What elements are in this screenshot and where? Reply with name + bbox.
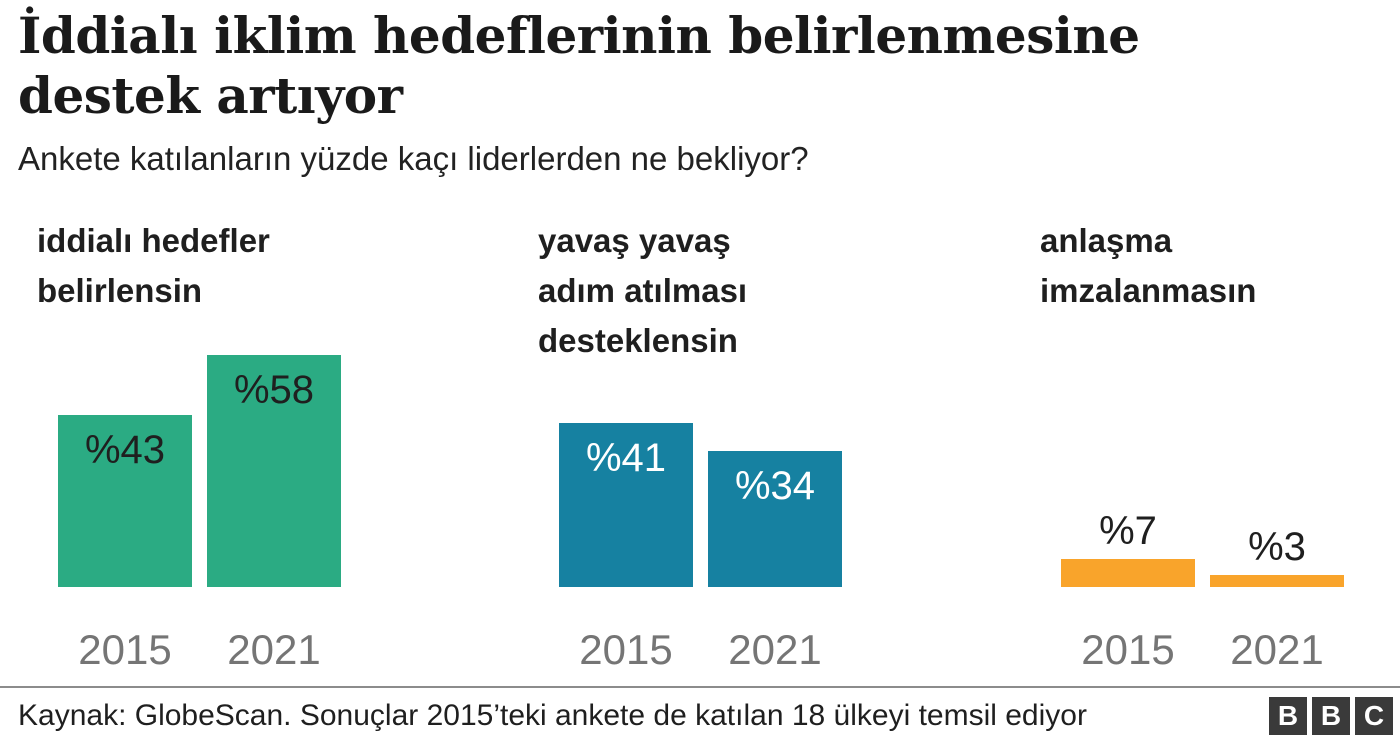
x-axis-label-2015: 2015 <box>579 626 673 673</box>
x-axis-label-2021: 2021 <box>227 626 321 673</box>
bar-2015: %41 <box>559 423 693 587</box>
bar-cell: %34 <box>708 451 842 587</box>
group-label: anlaşma imzalanmasın <box>1040 216 1400 316</box>
chart-title: İddialı iklim hedeflerinin belirlenmesin… <box>18 6 1140 126</box>
group-label-line: belirlensin <box>37 272 203 309</box>
bar-value-label: %58 <box>233 368 315 412</box>
bbc-logo: B B C <box>1269 697 1393 735</box>
group-label-line: yavaş yavaş <box>538 222 731 259</box>
x-axis-label-2015: 2015 <box>78 626 172 673</box>
group-label-line: adım atılması <box>538 272 748 309</box>
bars-row: %7 %3 <box>1061 508 1344 587</box>
footer-divider <box>0 686 1400 688</box>
group-label: iddialı hedefler belirlensin <box>37 216 507 316</box>
bbc-logo-letter-c: C <box>1355 697 1393 735</box>
group-label-line: anlaşma <box>1040 222 1173 259</box>
bar-2015: %43 <box>58 415 192 587</box>
bar-cell: %41 <box>559 423 693 587</box>
bars-row: %41 %34 <box>559 423 842 587</box>
x-axis-labels: 2015 2021 <box>1061 627 1344 673</box>
bar-value-label: %43 <box>84 428 166 472</box>
bar-cell: %58 <box>207 355 341 587</box>
chart-title-line2: destek artıyor <box>18 66 403 125</box>
bbc-logo-letter-b1: B <box>1269 697 1307 735</box>
x-axis-labels: 2015 2021 <box>58 627 341 673</box>
bar-2021: %34 <box>708 451 842 587</box>
bar-2021: %58 <box>207 355 341 587</box>
x-axis-labels: 2015 2021 <box>559 627 842 673</box>
bar-value-label: %41 <box>585 436 667 480</box>
chart-title-line1: İddialı iklim hedeflerinin belirlenmesin… <box>18 6 1140 65</box>
bar-group-no-agreement: anlaşma imzalanmasın %7 %3 2015 2021 <box>1040 216 1400 743</box>
group-label-line: iddialı hedefler <box>37 222 270 259</box>
group-label: yavaş yavaş adım atılması desteklensin <box>538 216 1008 366</box>
group-label-line: desteklensin <box>538 322 738 359</box>
chart-subtitle: Ankete katılanların yüzde kaçı liderlerd… <box>18 140 809 177</box>
group-label-line: imzalanmasın <box>1040 272 1257 309</box>
source-text: Kaynak: GlobeScan. Sonuçlar 2015’teki an… <box>18 699 1087 732</box>
bar-value-label: %34 <box>734 464 816 508</box>
bbc-logo-letter-b2: B <box>1312 697 1350 735</box>
bar-cell: %43 <box>58 415 192 587</box>
bar-cell: %7 <box>1061 508 1195 587</box>
x-axis-label-2015: 2015 <box>1081 626 1175 673</box>
bars-row: %43 %58 <box>58 355 341 587</box>
bar-group-gradual-steps: yavaş yavaş adım atılması desteklensin %… <box>538 216 1008 743</box>
bar-group-ambitious-targets: iddialı hedefler belirlensin %43 %58 201… <box>37 216 507 743</box>
bar-value-label: %7 <box>1099 509 1157 553</box>
x-axis-label-2021: 2021 <box>728 626 822 673</box>
bar-2015 <box>1061 559 1195 587</box>
x-axis-label-2021: 2021 <box>1230 626 1324 673</box>
bar-cell: %3 <box>1210 524 1344 587</box>
bar-value-label: %3 <box>1248 525 1306 569</box>
bar-2021 <box>1210 575 1344 587</box>
